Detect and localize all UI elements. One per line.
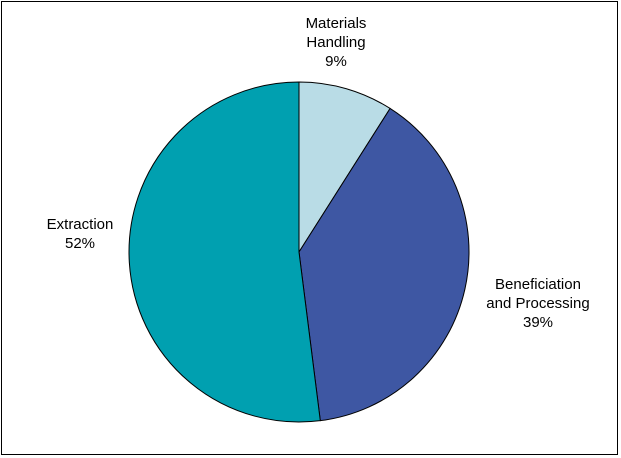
slice-extraction [128,81,321,423]
label-materials-handling-line: 9% [325,53,347,70]
label-beneficiation-processing-line: Beneficiation [495,276,581,293]
slice-beneficiation-processing [298,107,470,422]
label-beneficiation-processing: Beneficiation and Processing 39% [486,276,589,331]
label-materials-handling-line: Materials [306,15,367,32]
label-materials-handling: Materials Handling 9% [306,15,367,70]
label-extraction-line: Extraction [47,216,114,233]
label-beneficiation-processing-line: and Processing [486,295,589,312]
label-beneficiation-processing-line: 39% [523,314,553,331]
label-extraction-line: 52% [65,235,95,252]
label-materials-handling-line: Handling [306,34,365,51]
label-extraction: Extraction 52% [47,216,114,252]
slice-materials-handling [298,81,391,254]
